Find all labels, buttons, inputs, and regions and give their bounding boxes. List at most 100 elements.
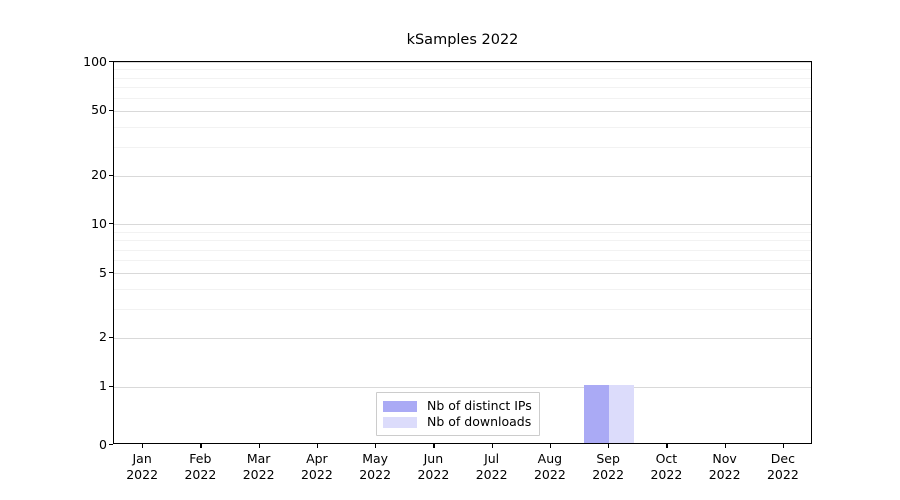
x-axis-tick-label: Jun 2022 [403,451,463,483]
x-tick-month: Oct [655,451,678,466]
x-tick-month: Apr [306,451,328,466]
x-axis-tick-mark [258,444,260,448]
x-tick-year: 2022 [242,467,275,482]
bar [609,384,635,443]
x-tick-month: Feb [189,451,212,466]
gridline [114,147,811,148]
x-axis-labels: Jan 2022 Feb 2022 Mar 2022 Apr 2022 May 2022 Jun 20… [113,451,812,491]
x-tick-year: 2022 [533,467,566,482]
gridline [114,240,811,241]
y-axis-labels: 100 50 20 10 5 2 1 0 [55,55,107,451]
gridline [114,224,811,225]
x-tick-month: Jun [423,451,444,466]
x-tick-year: 2022 [475,467,508,482]
x-tick-year: 2022 [184,467,217,482]
y-axis-tick-marks [108,61,114,446]
x-axis-tick-label: Feb 2022 [170,451,230,483]
x-axis-tick-mark [608,444,610,448]
x-axis-tick-mark [433,444,435,448]
x-tick-month: Sep [596,451,620,466]
x-axis-tick-label: Oct 2022 [636,451,696,483]
y-axis-tick-label: 20 [91,167,107,182]
x-axis-tick-mark [549,444,552,448]
x-tick-year: 2022 [766,467,799,482]
gridline [114,78,811,79]
x-tick-month: Nov [712,451,737,466]
y-axis-tick-label: 10 [91,215,107,231]
x-axis-tick-label: Dec 2022 [753,451,813,483]
gridline [114,250,811,251]
x-axis-tick-label: Aug 2022 [520,451,580,483]
legend-color-swatch [383,416,417,428]
x-tick-year: 2022 [300,467,333,482]
x-axis-tick-mark [724,444,726,448]
x-tick-year: 2022 [417,467,450,482]
plot-area [113,61,812,444]
y-axis-tick-mark [108,386,113,388]
x-axis-tick-label: Apr 2022 [287,451,347,483]
x-axis-tick-label: May 2022 [345,451,405,483]
gridline [114,289,811,290]
legend-color-swatch [383,400,417,412]
y-axis-tick-mark [108,110,113,112]
x-axis-tick-mark [491,444,493,448]
gridline [114,273,811,274]
gridline [114,69,811,70]
gridline [114,309,811,310]
x-axis-tick-mark [666,444,668,448]
gridline [114,127,811,128]
gridline [114,62,811,63]
y-axis-tick-label: 100 [83,53,107,69]
gridline [114,111,811,112]
x-axis-tick-label: Jan 2022 [112,451,172,483]
x-tick-year: 2022 [592,467,625,482]
x-tick-year: 2022 [359,467,392,482]
gridline [114,87,811,88]
y-axis-tick-label: 50 [91,102,107,118]
x-axis-tick-marks [113,444,812,449]
x-axis-tick-label: Jul 2022 [462,451,522,483]
x-tick-year: 2022 [708,467,741,482]
x-axis-tick-mark [782,444,785,448]
legend-label: Nb of downloads [427,414,532,429]
y-axis-tick-label: 1 [99,378,107,394]
y-axis-tick-mark [108,337,113,339]
x-axis-tick-label: Mar 2022 [229,451,289,483]
x-axis-tick-mark [316,444,319,448]
legend-item: Nb of downloads [383,414,532,430]
gridline [114,232,811,233]
y-axis-tick-label: 5 [99,264,107,280]
x-tick-month: Aug [537,451,563,466]
x-tick-year: 2022 [650,467,683,482]
y-axis-tick-mark [108,223,113,225]
bar [584,384,610,443]
y-axis-tick-label: 0 [99,436,107,452]
x-tick-month: Mar [246,451,271,466]
chart-title: kSamples 2022 [406,32,519,48]
legend-item: Nb of distinct IPs [383,398,532,414]
gridline [114,387,811,388]
x-tick-year: 2022 [126,467,159,482]
x-tick-month: Jul [484,451,500,466]
y-axis-tick-label: 2 [99,329,107,345]
plot-inner [114,62,811,443]
x-tick-month: Dec [770,451,795,466]
chart-legend: Nb of distinct IPs Nb of downloads [376,392,540,436]
y-axis-tick-mark [108,61,113,63]
gridline [114,98,811,99]
y-axis-tick-mark [108,444,113,446]
x-axis-tick-mark [142,444,144,448]
x-tick-month: Jan [132,451,152,466]
y-axis-tick-mark [108,175,113,177]
x-tick-month: May [362,451,389,466]
x-axis-tick-mark [375,444,377,448]
y-axis-tick-mark [108,272,113,274]
gridline [114,338,811,339]
x-axis-tick-label: Nov 2022 [695,451,755,483]
gridline [114,176,811,177]
x-axis-tick-mark [200,444,202,448]
x-axis-tick-label: Sep 2022 [578,451,638,483]
legend-label: Nb of distinct IPs [427,398,532,413]
gridline [114,260,811,261]
